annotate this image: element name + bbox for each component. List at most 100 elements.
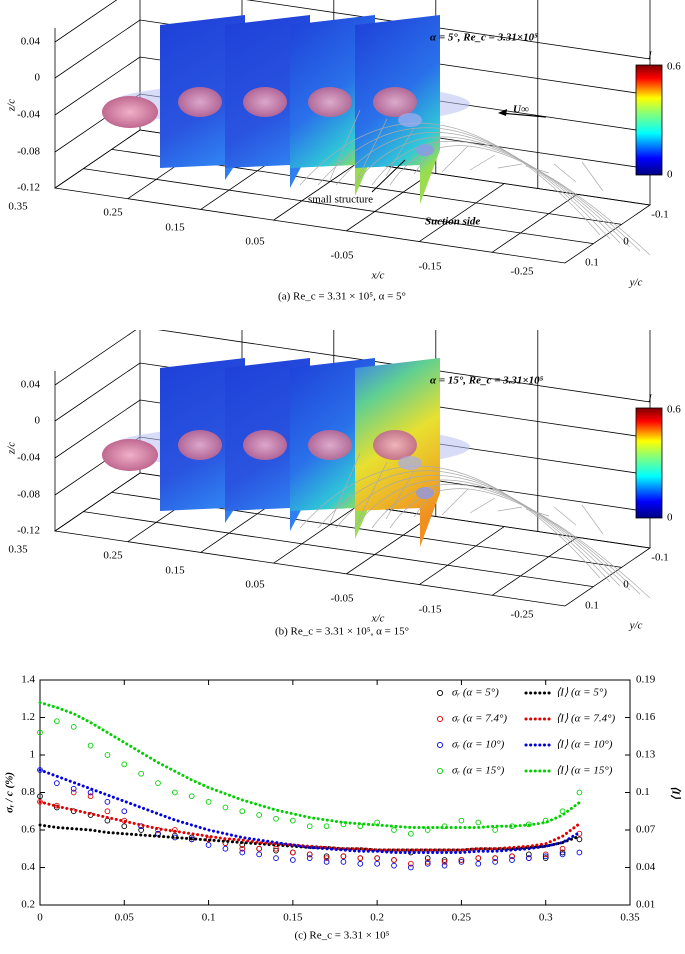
airfoil-wire — [353, 479, 631, 591]
x-tick-label: -0.15 — [419, 604, 442, 616]
y2-tick-label: 0.13 — [636, 749, 656, 761]
data-point — [323, 855, 330, 861]
data-point — [87, 742, 94, 749]
data-point — [172, 832, 178, 839]
data-point — [37, 799, 43, 805]
data-point — [155, 780, 161, 786]
airfoil-wire — [581, 161, 604, 192]
data-point — [509, 853, 515, 860]
y-tick-label: 0.1 — [585, 257, 599, 269]
data-point — [441, 857, 448, 863]
x-tick-label: 0.15 — [283, 912, 303, 924]
vortex-core — [102, 439, 158, 471]
data-point — [138, 827, 144, 833]
data-point — [576, 836, 583, 843]
data-point — [121, 823, 128, 830]
legend-label: σᵣ (α = 15°) — [452, 765, 505, 777]
data-point — [87, 793, 94, 800]
data-point — [559, 845, 566, 852]
airfoil-wire — [497, 506, 523, 512]
floor-grid — [491, 536, 578, 596]
data-point — [492, 859, 498, 865]
floor-grid — [346, 515, 432, 575]
data-point — [306, 851, 313, 858]
y2-tick-label: 0.07 — [636, 824, 656, 836]
data-point — [104, 752, 111, 758]
legend-label: ⟨I⟩ (α = 10°) — [556, 739, 613, 751]
y-tick-label: 0.2 — [21, 899, 35, 911]
airfoil-wire — [469, 154, 496, 171]
floor-grid — [83, 168, 594, 245]
wall-grid — [54, 362, 651, 439]
chart-caption: (c) Re_c = 3.31 × 10⁵ — [294, 930, 389, 942]
airfoil-wire — [317, 470, 611, 583]
airfoil-wire — [385, 127, 415, 177]
x-tick-label: -0.05 — [331, 250, 354, 262]
data-point — [340, 859, 347, 865]
data-point — [475, 860, 482, 867]
airfoil-wire — [329, 452, 361, 524]
data-point — [526, 851, 532, 858]
airfoil-wire — [335, 132, 621, 244]
y2-tick-label: 0.1 — [636, 786, 650, 798]
data-point — [172, 789, 178, 796]
data-point — [441, 859, 448, 865]
airfoil-wire — [371, 484, 641, 595]
y-axis-label: y/c — [629, 620, 643, 632]
airfoil-wire — [357, 461, 388, 522]
data-point — [323, 853, 330, 860]
z-tick-label: -0.12 — [17, 182, 40, 194]
y2-tick-label: 0.19 — [636, 674, 656, 686]
data-point — [492, 855, 498, 861]
x-tick-label: 0.2 — [370, 912, 384, 924]
legend-label: σᵣ (α = 7.4°) — [452, 713, 507, 725]
z-tick-label: -0.04 — [17, 109, 40, 121]
data-point — [54, 780, 60, 786]
data-point — [121, 808, 128, 815]
legend-marker — [436, 767, 444, 775]
vortex-core — [102, 96, 158, 128]
x-tick-label: -0.25 — [511, 266, 534, 278]
structure-label: small structure — [308, 194, 373, 206]
data-point — [340, 821, 347, 828]
airfoil-wire — [357, 118, 388, 179]
y-tick-label: 0.6 — [21, 824, 35, 836]
legend-marker — [436, 715, 444, 723]
floor-grid — [273, 504, 359, 564]
colorbar-tick-label: 0 — [667, 512, 673, 524]
vortex-core — [308, 430, 352, 460]
vortex-core — [373, 430, 417, 460]
data-point — [37, 729, 43, 736]
plot-frame — [39, 679, 631, 906]
data-point — [526, 855, 532, 861]
z-tick-label: -0.08 — [17, 489, 40, 501]
data-point — [559, 851, 566, 858]
colorbar-label: I — [647, 393, 653, 405]
data-point — [138, 770, 144, 777]
data-point — [239, 808, 246, 815]
z-tick-label: 0 — [35, 415, 41, 427]
wall-grid — [54, 19, 651, 96]
y-axis-label: σᵣ / c (%) — [4, 772, 16, 813]
data-point — [290, 817, 296, 824]
data-point — [323, 859, 330, 865]
data-point — [475, 819, 482, 826]
x-tick-label: 0.25 — [103, 207, 123, 219]
data-point — [424, 860, 431, 867]
data-point — [205, 799, 212, 805]
wall-grid — [54, 129, 651, 206]
data-line — [38, 768, 581, 854]
data-point — [408, 864, 414, 871]
airfoil-wire — [389, 145, 651, 256]
data-point — [424, 855, 431, 861]
panel-title: α = 15°, Re_c = 3.31×10⁵ — [430, 375, 544, 387]
legend-label: ⟨I⟩ (α = 15°) — [556, 765, 613, 777]
colorbar-tick-label: 0.6 — [667, 61, 681, 73]
x-tick-label: 0.1 — [202, 912, 216, 924]
data-point — [222, 840, 229, 846]
y-tick-label: 0 — [623, 579, 629, 591]
airfoil-wire — [441, 145, 469, 173]
y-tick-label: -0.1 — [651, 209, 668, 221]
airfoil-wire — [329, 109, 361, 181]
z-tick-label: -0.12 — [17, 525, 40, 537]
